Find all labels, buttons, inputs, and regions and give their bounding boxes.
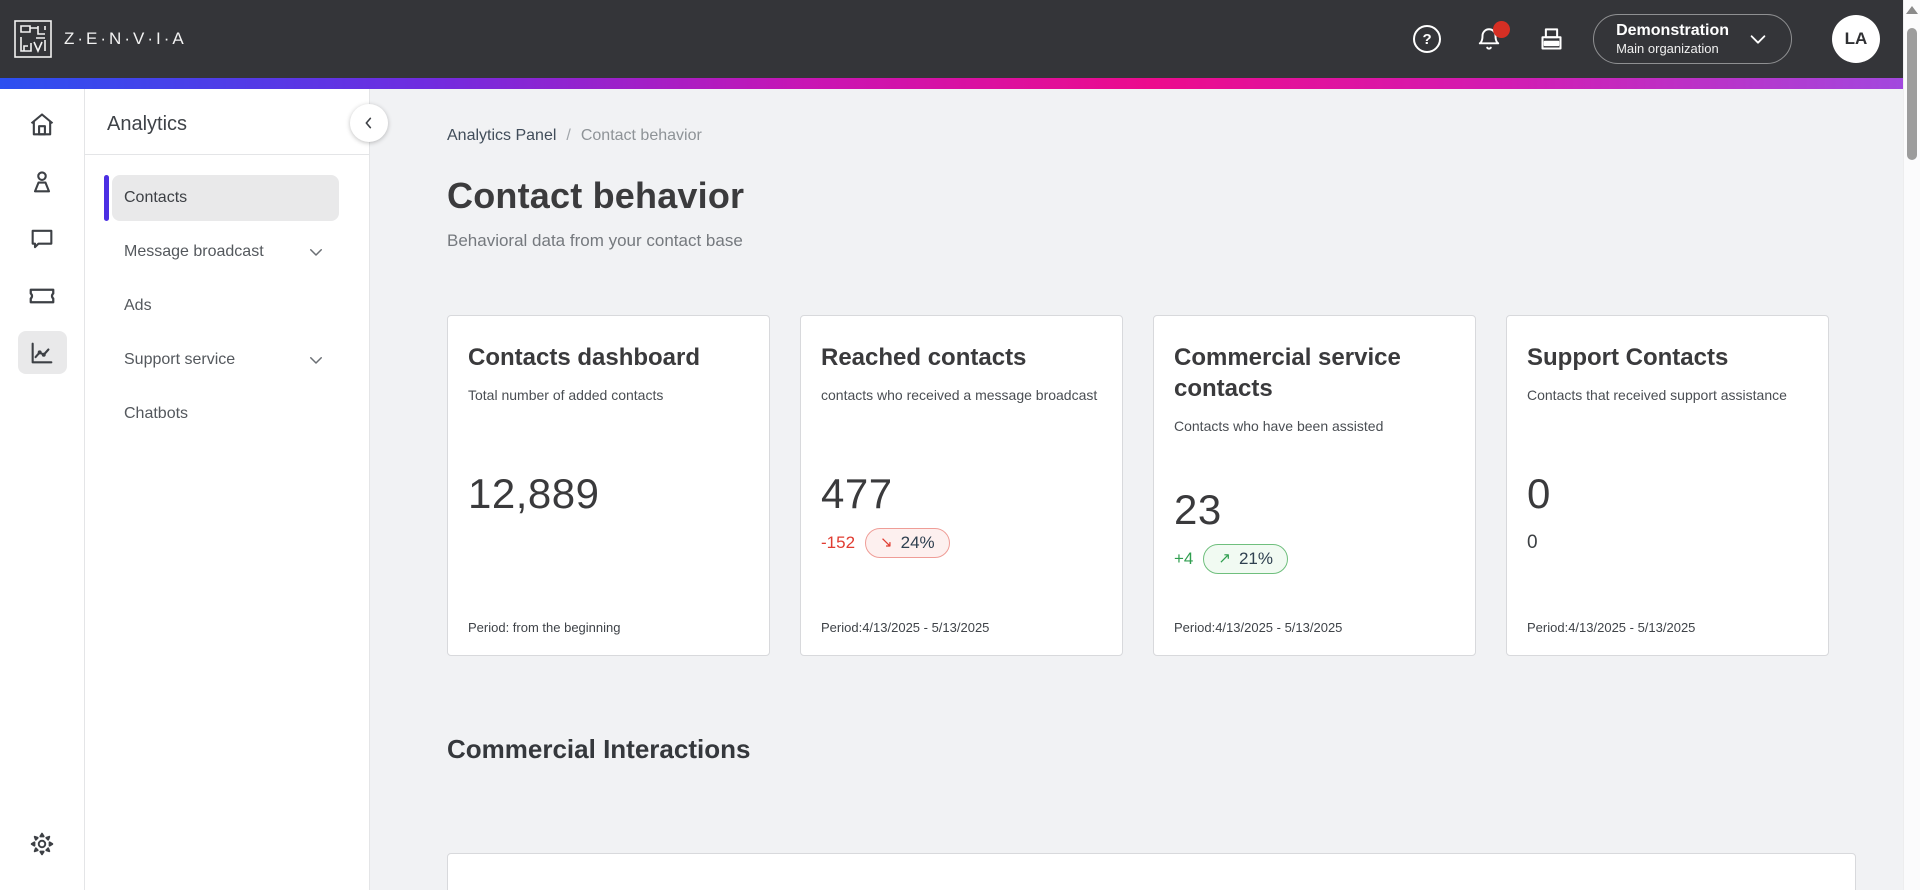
card-contacts-dashboard: Contacts dashboard Total number of added…: [447, 315, 770, 656]
sidebar-item-chatbots[interactable]: Chatbots: [112, 391, 339, 437]
card-period: Period:4/13/2025 - 5/13/2025: [1527, 620, 1696, 635]
notification-badge-dot: [1493, 21, 1511, 38]
delta-value: -152: [821, 532, 856, 552]
sidebar-divider: [85, 154, 369, 155]
breadcrumb-current: Contact behavior: [580, 127, 702, 144]
trend-up-icon: ↗: [1218, 550, 1231, 568]
zenvia-logo-icon: [14, 20, 52, 58]
zenvia-logo: Z·E·N·V·I·A: [14, 20, 187, 58]
top-header: Z·E·N·V·I·A ? Demonstration Main organiz…: [0, 0, 1920, 78]
card-period: Period:4/13/2025 - 5/13/2025: [821, 620, 990, 635]
sidebar-item-label: Ads: [124, 297, 152, 314]
rail-item-contacts[interactable]: [18, 160, 67, 203]
chevron-down-icon: [1750, 35, 1766, 44]
trend-badge-negative: ↘ 24%: [865, 527, 950, 558]
card-subtitle: Contacts who have been assisted: [1174, 418, 1384, 435]
print-button[interactable]: [1537, 25, 1565, 53]
card-title: Reached contacts: [821, 344, 1027, 371]
user-avatar[interactable]: LA: [1832, 15, 1880, 63]
sidebar-item-label: Support service: [124, 351, 236, 368]
delta-value: +4: [1174, 548, 1194, 568]
sidebar-title: Analytics: [107, 113, 188, 135]
page-scrollbar[interactable]: [1903, 0, 1920, 890]
card-value: 23: [1174, 485, 1222, 533]
commercial-interactions-card: [447, 853, 1856, 890]
breadcrumb: Analytics Panel / Contact behavior: [447, 127, 1900, 145]
sidebar-item-message-broadcast[interactable]: Message broadcast: [112, 229, 339, 275]
chevron-down-icon: [310, 357, 322, 364]
rail-item-campaigns[interactable]: [18, 274, 67, 317]
card-delta-row: -152 ↘ 24%: [821, 526, 1102, 560]
delta-value: 0: [1527, 531, 1538, 553]
chat-bubble-icon: [31, 229, 53, 248]
scrollbar-thumb[interactable]: [1907, 28, 1917, 160]
delta-percent: 24%: [900, 532, 935, 552]
gear-icon: [30, 832, 54, 855]
organization-selector[interactable]: Demonstration Main organization: [1593, 13, 1792, 65]
breadcrumb-separator: /: [566, 127, 571, 144]
card-value: 0: [1527, 469, 1551, 517]
delta-percent: 21%: [1238, 548, 1273, 568]
card-support-contacts: Support Contacts Contacts that received …: [1506, 315, 1829, 656]
brand-gradient-bar: [0, 78, 1920, 89]
card-subtitle: Contacts that received support assistanc…: [1527, 387, 1787, 404]
card-value: 477: [821, 469, 893, 517]
breadcrumb-analytics-panel[interactable]: Analytics Panel: [447, 127, 557, 144]
stat-cards-row: Contacts dashboard Total number of added…: [447, 315, 1900, 656]
sidebar-collapse-button[interactable]: [350, 104, 388, 142]
active-item-indicator: [104, 175, 109, 221]
analytics-sidebar: Analytics Contacts Message broadcast Ads…: [85, 89, 388, 890]
card-subtitle: contacts who received a message broadcas…: [821, 387, 1098, 404]
card-title: Support Contacts: [1527, 344, 1729, 371]
card-title: Contacts dashboard: [468, 344, 701, 371]
sidebar-item-support-service[interactable]: Support service: [112, 337, 339, 383]
organization-name: Demonstration: [1616, 21, 1729, 39]
notifications-button[interactable]: [1475, 21, 1511, 53]
help-icon: ?: [1413, 25, 1442, 53]
home-icon: [30, 112, 54, 135]
rail-item-conversations[interactable]: [18, 217, 67, 260]
sidebar-item-label: Contacts: [124, 189, 188, 206]
card-delta-row: [468, 526, 749, 560]
rail-item-analytics[interactable]: [17, 331, 67, 374]
line-chart-icon: [31, 342, 53, 363]
person-icon: [33, 170, 51, 192]
card-commercial-service-contacts: Commercial service contacts Contacts who…: [1153, 315, 1476, 656]
sidebar-item-label: Chatbots: [124, 405, 189, 422]
card-period: Period:4/13/2025 - 5/13/2025: [1174, 620, 1343, 635]
icon-rail: [0, 89, 85, 890]
bell-icon: [1478, 28, 1500, 50]
zenvia-logo-text: Z·E·N·V·I·A: [64, 29, 187, 48]
scrollbar-up-arrow[interactable]: [1906, 6, 1918, 14]
chevron-down-icon: [310, 249, 322, 256]
card-subtitle: Total number of added contacts: [468, 387, 664, 404]
trend-down-icon: ↘: [880, 534, 893, 552]
trend-badge-positive: ↗ 21%: [1203, 543, 1288, 574]
card-delta-row: 0: [1527, 526, 1808, 560]
sidebar-item-contacts[interactable]: Contacts: [104, 175, 339, 221]
card-title: Commercial service contacts: [1174, 344, 1401, 403]
card-reached-contacts: Reached contacts contacts who received a…: [800, 315, 1123, 656]
page-subtitle: Behavioral data from your contact base: [447, 231, 743, 250]
rail-item-settings[interactable]: [18, 822, 67, 865]
organization-sub-label: Main organization: [1616, 40, 1719, 56]
card-delta-row: +4 ↗ 21%: [1174, 542, 1455, 576]
card-period: Period: from the beginning: [468, 620, 621, 635]
card-value: 12,889: [468, 469, 600, 517]
ticket-icon: [29, 288, 55, 303]
help-button[interactable]: ?: [1413, 25, 1442, 53]
printer-icon: [1541, 27, 1562, 50]
section-title-commercial-interactions: Commercial Interactions: [447, 734, 751, 764]
sidebar-item-ads[interactable]: Ads: [112, 283, 339, 329]
rail-item-home[interactable]: [18, 103, 67, 146]
page-title: Contact behavior: [447, 175, 745, 216]
sidebar-item-label: Message broadcast: [124, 243, 264, 260]
main-content: Analytics Panel / Contact behavior Conta…: [370, 89, 1920, 890]
chevron-left-icon: [365, 117, 372, 129]
